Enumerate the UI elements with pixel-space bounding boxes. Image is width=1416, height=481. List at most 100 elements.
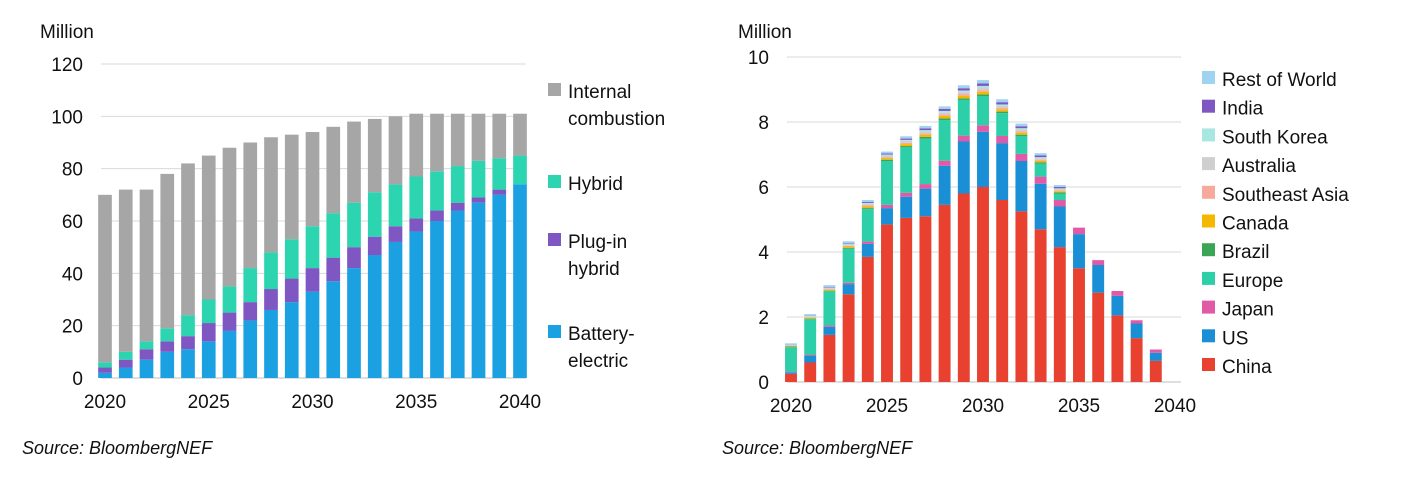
bar-segment-plug-in-hybrid-2029 [284,278,299,303]
bar-segment-australia-2021 [804,316,817,318]
y-tick-label: 60 [62,212,83,233]
legend-label: Rest of World [1222,70,1337,91]
bar-segment-china-2035 [1073,268,1085,382]
legend-label: Southeast Asia [1222,185,1349,206]
bar-segment-south-korea-2030 [977,85,989,88]
bar-segment-brazil-2024 [861,208,874,210]
legend-swatch-plug-in-hybrid [548,233,561,246]
bar-segment-india-2034 [1053,187,1066,189]
bar-segment-south-korea-2022 [823,287,836,289]
bar-segment-brazil-2031 [996,111,1009,114]
bar-segment-japan-2031 [996,135,1009,144]
bar-segment-brazil-2027 [919,136,932,139]
y-tick-label: 2 [758,308,769,329]
bar-segment-australia-2025 [881,155,893,158]
bar-segment-china-2022 [823,334,836,382]
legend-swatch-brazil [1202,243,1215,257]
legend-label: Australia [1222,156,1296,177]
bar-segment-hybrid-2022 [139,341,154,350]
legend-label: hybrid [568,259,620,280]
bar-segment-europe-2034 [1053,193,1066,200]
bar-segment-southeast-asia-2033 [1034,159,1047,161]
bar-segment-hybrid-2029 [284,239,299,279]
bar-segment-southeast-asia-2022 [823,289,836,290]
bar-segment-internal-combustion-2023 [160,173,175,329]
bar-segment-internal-combustion-2038 [471,113,486,161]
legend-label: Europe [1222,271,1283,292]
bar-segment-rest-of-world-2028 [938,106,951,109]
bar-segment-southeast-asia-2027 [919,133,932,135]
bar-segment-canada-2033 [1034,160,1047,163]
bar-segment-southeast-asia-2029 [957,94,970,96]
bar-segment-india-2026 [900,138,913,140]
x-tick-label: 2035 [395,392,437,413]
bar-segment-china-2038 [1130,338,1143,382]
legend-swatch-battery-electric [548,325,561,338]
bar-segment-australia-2028 [938,112,951,115]
bar-segment-battery-electric-2039 [492,194,507,378]
bar-segment-internal-combustion-2035 [409,113,424,177]
bar-segment-internal-combustion-2031 [326,126,341,214]
bar-segment-hybrid-2031 [326,213,341,258]
bar-segment-japan-2023 [842,282,855,285]
bar-segment-battery-electric-2036 [430,221,444,378]
bar-segment-us-2024 [861,243,874,257]
bar-segment-south-korea-2023 [842,243,855,245]
bar-segment-china-2032 [1015,211,1028,382]
bar-segment-hybrid-2040 [513,155,527,185]
bar-segment-hybrid-2034 [388,184,403,227]
bar-segment-canada-2027 [919,134,932,137]
bar-segment-plug-in-hybrid-2022 [139,349,154,360]
bar-segment-japan-2020 [785,371,797,373]
y-tick-label: 100 [51,107,83,128]
bar-segment-us-2025 [881,208,893,225]
x-tick-label: 2030 [291,392,333,413]
legend-swatch-rest-of-world [1202,71,1215,84]
y-tick-label: 0 [72,369,83,390]
bar-segment-battery-electric-2022 [139,359,154,378]
bar-segment-battery-electric-2040 [513,184,527,378]
bar-segment-china-2036 [1092,292,1105,382]
bar-segment-china-2031 [996,200,1009,382]
bar-segment-india-2028 [938,109,951,111]
bar-segment-battery-electric-2023 [160,351,175,378]
bar-segment-southeast-asia-2026 [900,142,913,145]
bar-segment-battery-electric-2035 [409,231,424,378]
bar-segment-southeast-asia-2023 [842,245,855,247]
bar-segment-southeast-asia-2024 [861,205,874,207]
bar-segment-internal-combustion-2037 [450,113,465,167]
bar-segment-plug-in-hybrid-2039 [492,189,507,195]
bar-segment-japan-2030 [977,125,989,132]
bar-segment-internal-combustion-2030 [305,132,320,227]
bar-segment-brazil-2025 [881,159,893,161]
bar-segment-india-2030 [977,83,989,86]
bar-segment-brazil-2022 [823,290,836,292]
x-tick-label: 2025 [866,396,908,417]
bar-segment-china-2024 [861,256,874,382]
bar-segment-internal-combustion-2032 [347,121,361,203]
legend-label: Japan [1222,300,1274,321]
bar-segment-plug-in-hybrid-2023 [160,341,175,352]
legend-label: South Korea [1222,127,1328,148]
bar-segment-brazil-2032 [1015,134,1028,136]
bar-segment-europe-2033 [1034,163,1047,177]
bar-segment-south-korea-2027 [919,130,932,132]
bar-segment-australia-2033 [1034,158,1047,160]
bar-segment-hybrid-2037 [450,166,465,203]
bar-segment-us-2026 [900,196,913,218]
bar-segment-us-2039 [1149,352,1162,361]
bar-segment-rest-of-world-2030 [977,80,989,84]
y-tick-label: 4 [758,243,769,264]
bar-segment-southeast-asia-2028 [938,114,951,116]
bar-segment-us-2038 [1130,323,1143,339]
bar-segment-plug-in-hybrid-2027 [243,302,258,321]
bar-segment-brazil-2033 [1034,162,1047,164]
bar-segment-us-2037 [1111,295,1124,316]
bar-segment-japan-2029 [957,135,970,142]
bar-segment-canada-2029 [957,95,970,99]
bar-segment-internal-combustion-2040 [513,113,527,156]
bar-segment-southeast-asia-2030 [977,90,989,92]
bar-segment-battery-electric-2024 [181,349,195,378]
